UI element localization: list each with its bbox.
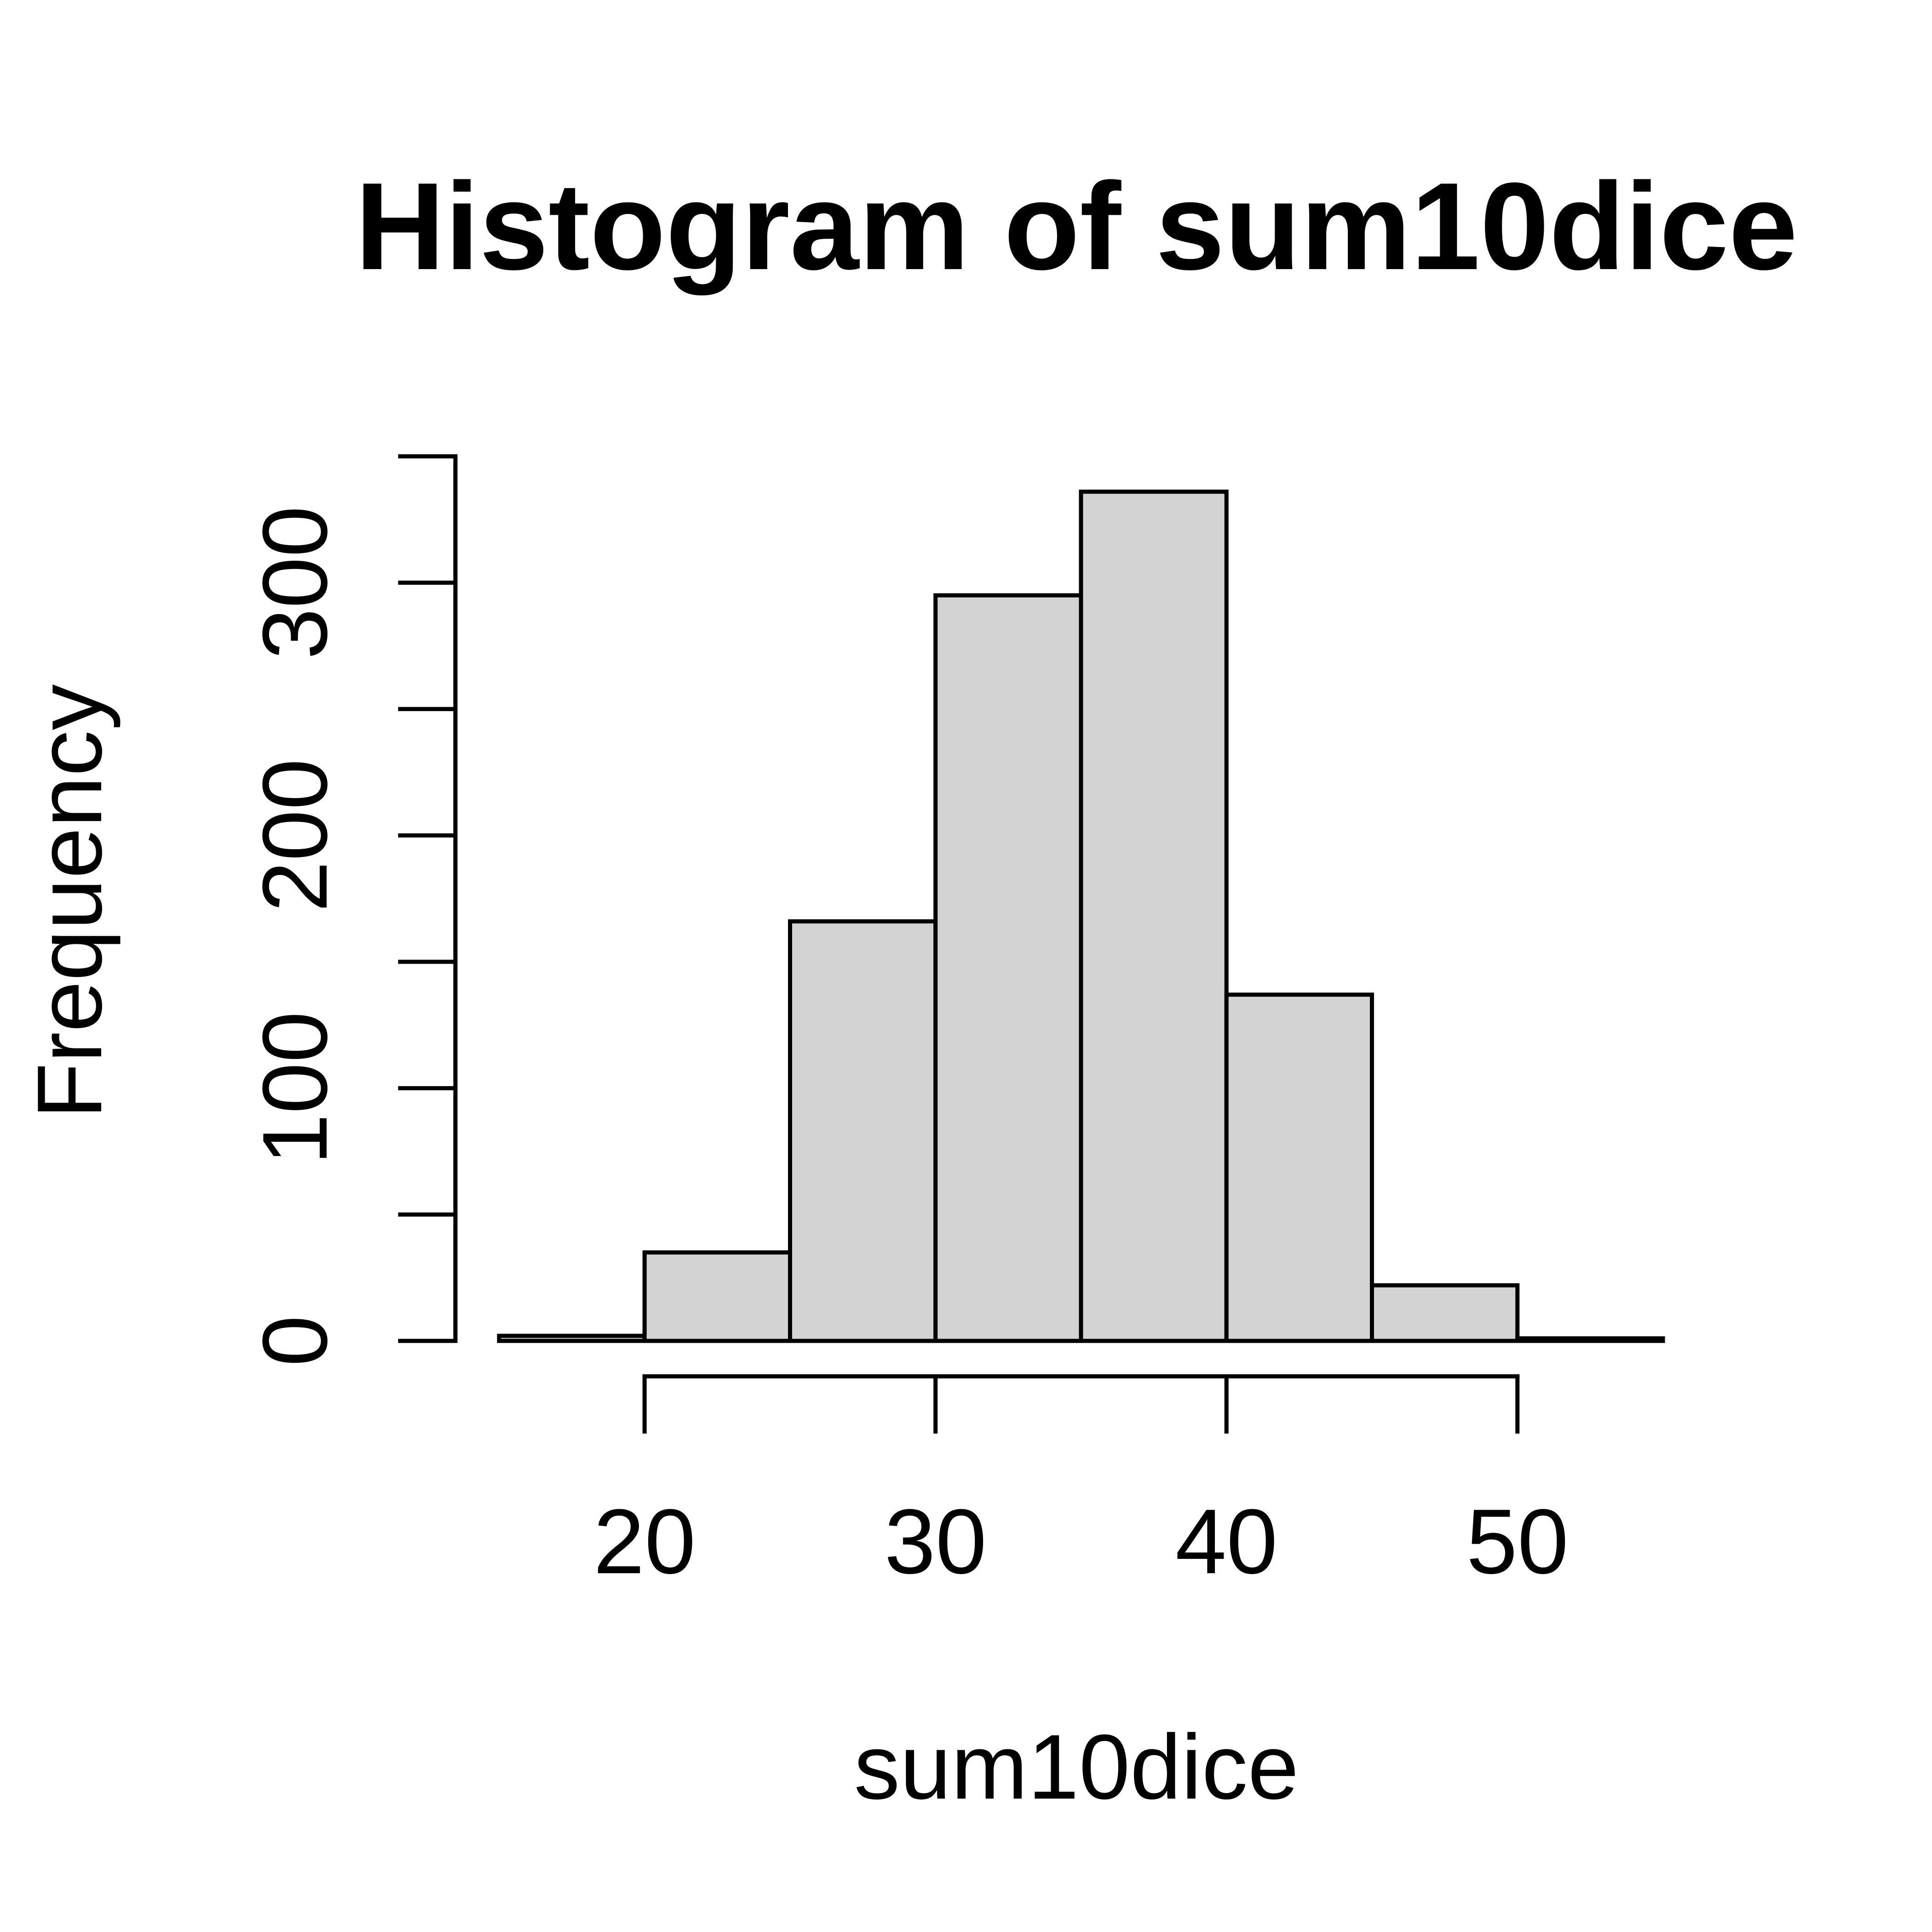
histogram-bar-3 [933, 593, 1083, 1343]
histogram-bar-6 [1370, 1283, 1520, 1343]
histogram-bar-1 [642, 1250, 792, 1343]
x-tick-label-2: 40 [1175, 1490, 1277, 1593]
x-tick-label-0: 20 [593, 1490, 696, 1593]
histogram-bar-4 [1079, 489, 1229, 1343]
histogram-bar-5 [1224, 992, 1374, 1343]
x-axis-label: sum10dice [854, 1716, 1299, 1818]
histogram-bar-0 [497, 1334, 647, 1343]
x-axis: 20 30 40 50 [593, 1374, 1569, 1593]
y-axis-label: Frequency [18, 684, 121, 1119]
y-axis: 0 100 200 300 [244, 454, 458, 1367]
chart-title: Histogram of sum10dice [355, 157, 1798, 296]
x-tick-label-3: 50 [1466, 1490, 1569, 1593]
y-tick-label-0: 0 [244, 1315, 346, 1366]
histogram-bar-2 [788, 919, 938, 1343]
bars-group [497, 489, 1665, 1343]
y-tick-label-4: 200 [244, 759, 346, 912]
y-tick-label-6: 300 [244, 506, 346, 660]
histogram-bar-7 [1515, 1336, 1665, 1343]
y-tick-label-2: 100 [244, 1012, 346, 1165]
x-tick-label-1: 30 [885, 1490, 987, 1593]
